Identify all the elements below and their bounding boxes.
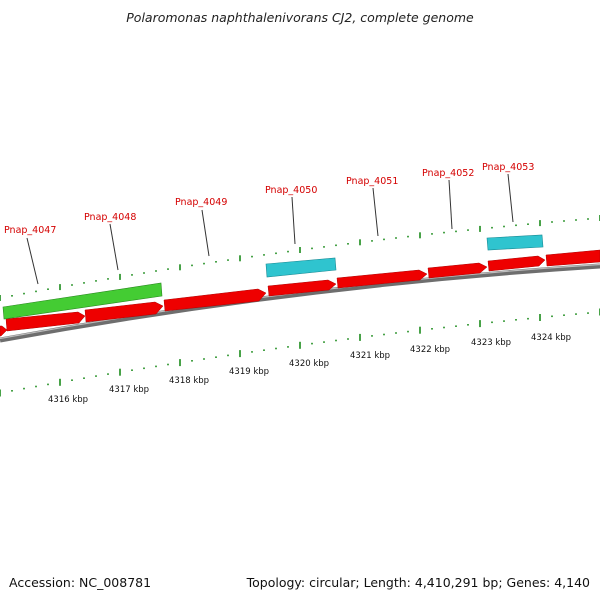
long-feature-bar[interactable]	[2, 282, 163, 320]
gene-arrow[interactable]	[267, 279, 337, 297]
accession-text: Accession: NC_008781	[9, 575, 152, 590]
gene-arrow[interactable]	[163, 288, 267, 312]
kbp-label: 4323 kbp	[471, 338, 511, 348]
gene-label[interactable]: Pnap_4050	[265, 185, 317, 196]
kbp-scale-labels: 4316 kbp 4317 kbp 4318 kbp 4319 kbp 4320…	[48, 333, 571, 405]
gene-label[interactable]: Pnap_4047	[4, 225, 56, 236]
gene-arrow[interactable]	[0, 325, 8, 337]
gene-label[interactable]: Pnap_4052	[422, 168, 474, 179]
kbp-label: 4321 kbp	[350, 351, 390, 361]
map-title: Polaromonas naphthalenivorans CJ2, compl…	[126, 10, 474, 25]
kbp-label: 4322 kbp	[410, 345, 450, 355]
rna-feature-bar[interactable]	[265, 257, 337, 278]
kbp-label: 4320 kbp	[289, 359, 329, 369]
rna-feature-bar[interactable]	[486, 234, 544, 251]
gene-arrow[interactable]	[487, 255, 546, 272]
kbp-label: 4324 kbp	[531, 333, 571, 343]
gene-arrow[interactable]	[427, 262, 488, 279]
gene-labels: Pnap_4047 Pnap_4048 Pnap_4049 Pnap_4050 …	[4, 162, 534, 285]
kbp-label: 4317 kbp	[109, 385, 149, 395]
kbp-label: 4316 kbp	[48, 395, 88, 405]
gene-label[interactable]: Pnap_4053	[482, 162, 534, 173]
genome-backbone	[0, 263, 600, 343]
forward-strand-genes	[0, 249, 600, 337]
feature-track	[2, 234, 544, 320]
gene-arrow[interactable]	[5, 311, 86, 332]
gene-label[interactable]: Pnap_4051	[346, 176, 398, 187]
gene-arrow[interactable]	[336, 269, 428, 289]
genome-summary-text: Topology: circular; Length: 4,410,291 bp…	[246, 575, 590, 590]
outer-tick-ring	[0, 215, 600, 301]
kbp-label: 4319 kbp	[229, 367, 269, 377]
gene-arrow[interactable]	[545, 249, 600, 267]
gene-arrow[interactable]	[84, 301, 164, 323]
kbp-label: 4318 kbp	[169, 376, 209, 386]
inner-tick-ring	[0, 308, 600, 397]
gene-label[interactable]: Pnap_4049	[175, 197, 227, 208]
gene-label[interactable]: Pnap_4048	[84, 212, 136, 223]
